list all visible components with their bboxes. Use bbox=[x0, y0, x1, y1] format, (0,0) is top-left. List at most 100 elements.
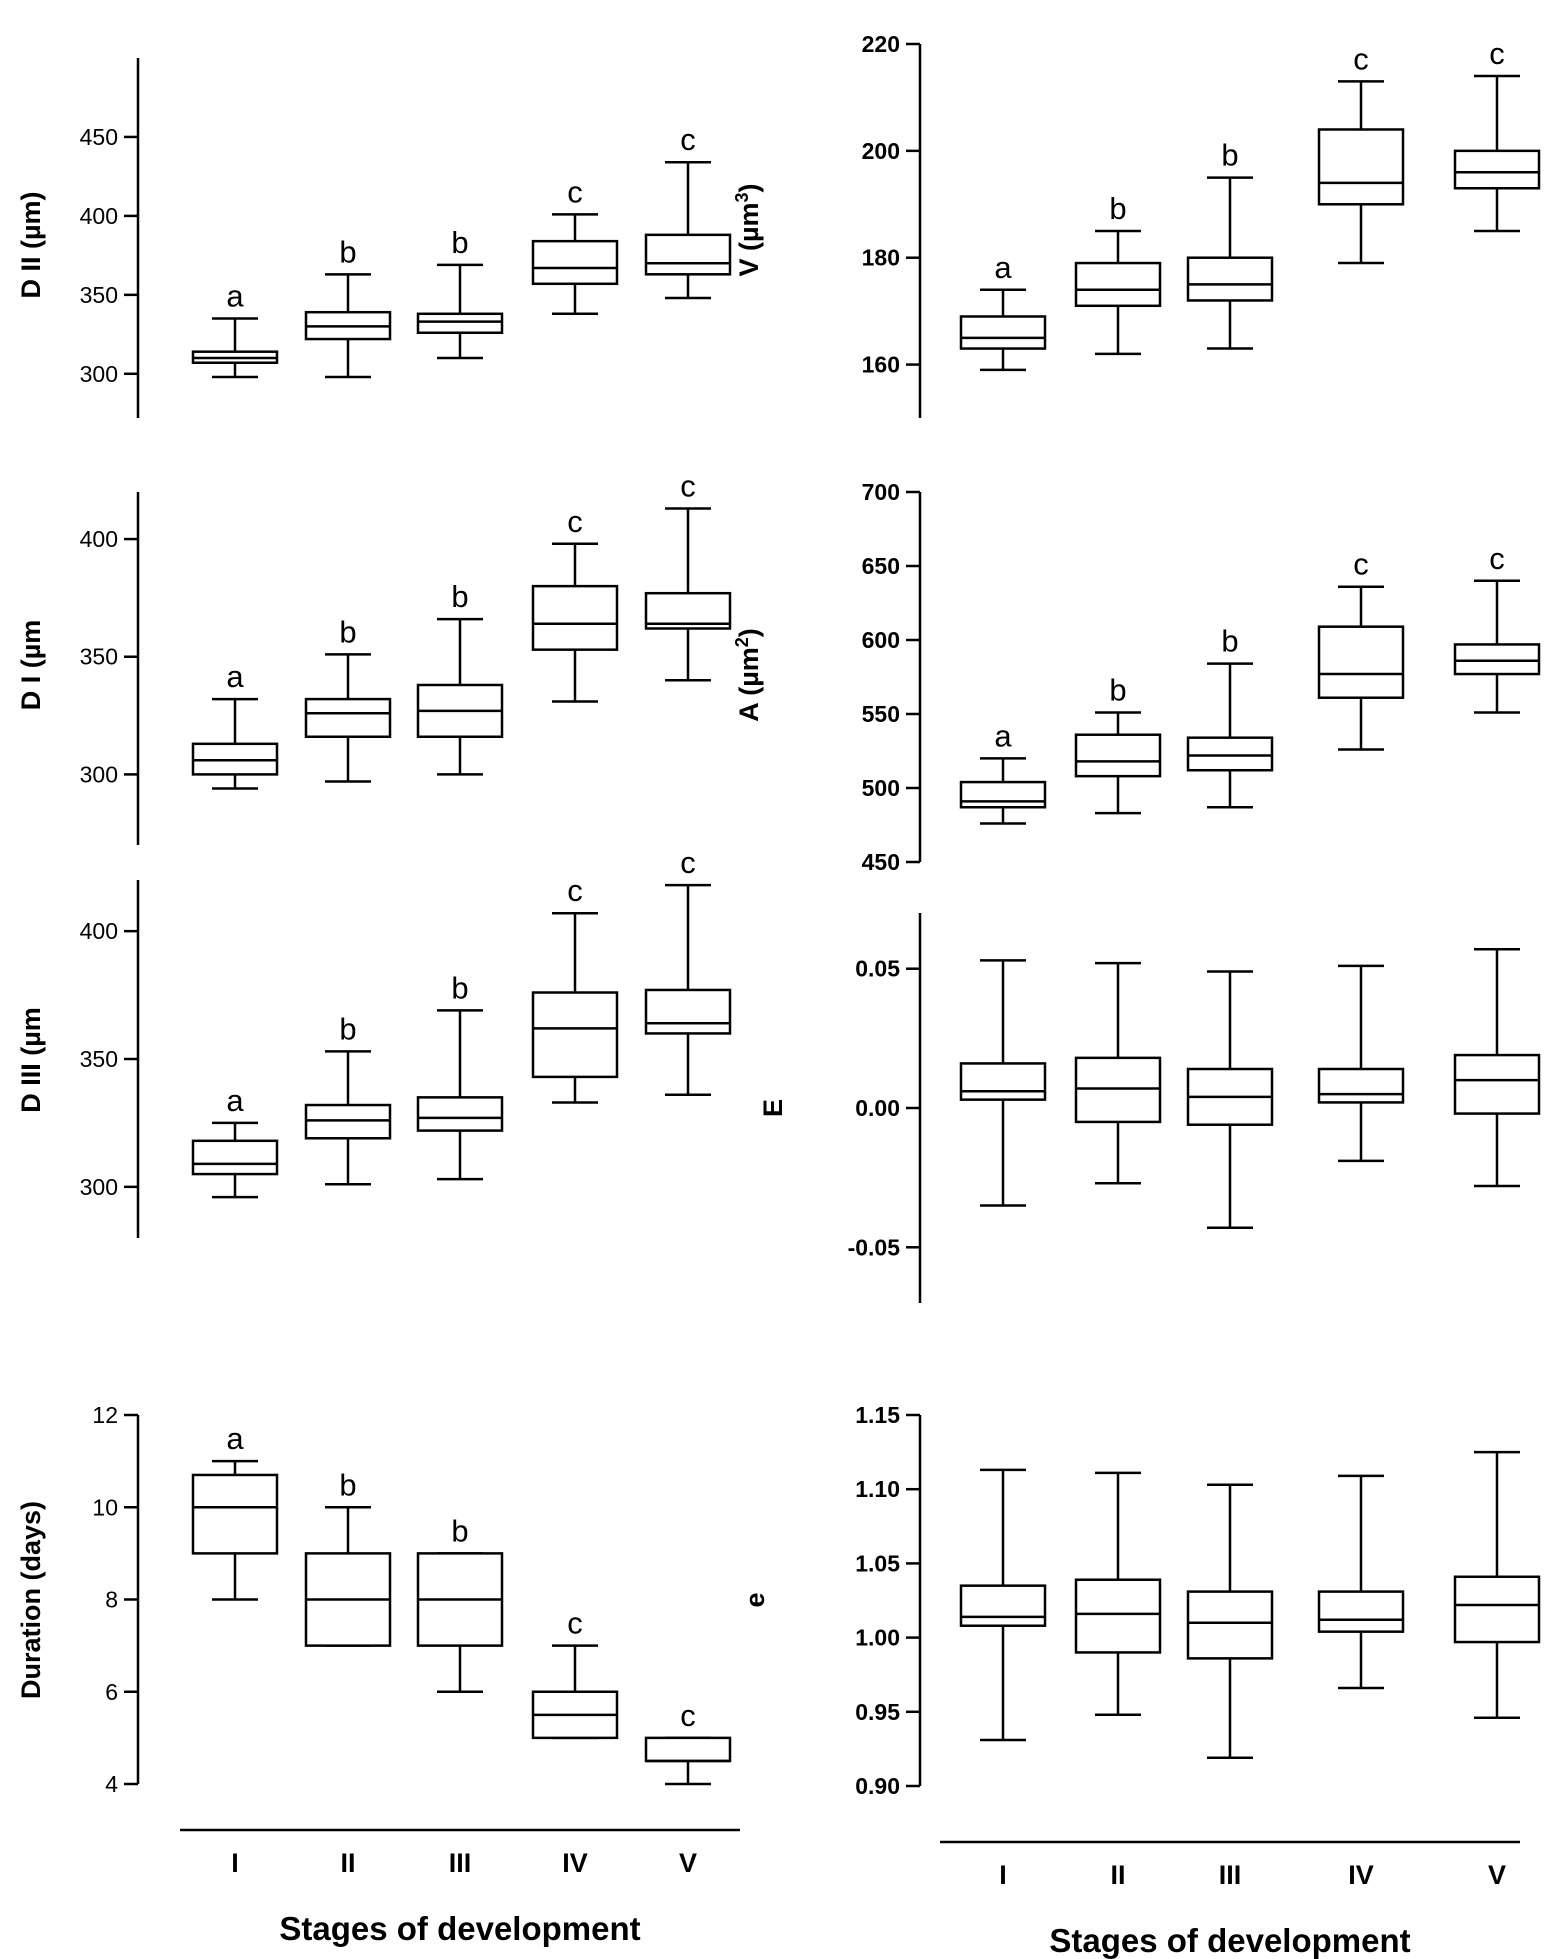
significance-letter: b bbox=[1221, 624, 1238, 659]
iqr-box bbox=[1453, 149, 1541, 190]
y-axis-title: e bbox=[740, 1592, 770, 1607]
significance-letter: c bbox=[1489, 541, 1505, 576]
box-III: b bbox=[1186, 138, 1274, 350]
y-tick-label: 0.00 bbox=[855, 1095, 900, 1121]
significance-letter: b bbox=[451, 579, 468, 614]
significance-letter: c bbox=[680, 1698, 696, 1733]
iqr-box bbox=[959, 780, 1047, 809]
panel-volume: 160 180 200 220 V (µm3) a b b c c bbox=[732, 31, 1541, 418]
x-tick-label: V bbox=[679, 1848, 697, 1878]
x-tick-label: IV bbox=[562, 1848, 588, 1878]
box-II: b bbox=[1074, 673, 1162, 815]
y-axis-title: D III (µm bbox=[16, 1007, 46, 1113]
iqr-box bbox=[191, 1139, 279, 1176]
y-tick-label: 300 bbox=[80, 761, 118, 787]
iqr-box bbox=[416, 1096, 504, 1132]
box-IV: c bbox=[1317, 547, 1405, 751]
iqr-box bbox=[644, 988, 732, 1035]
y-tick-label: 6 bbox=[105, 1679, 118, 1705]
x-tick-label: I bbox=[999, 1860, 1007, 1890]
iqr-box bbox=[416, 312, 504, 334]
y-tick-label: 450 bbox=[862, 849, 900, 875]
box-I: a bbox=[191, 279, 279, 379]
iqr-box bbox=[644, 1736, 732, 1763]
y-tick-label: 12 bbox=[92, 1402, 118, 1428]
box-V: c bbox=[644, 122, 732, 300]
box-III: b bbox=[416, 970, 504, 1181]
iqr-box bbox=[959, 315, 1047, 350]
y-tick-label: 400 bbox=[80, 526, 118, 552]
box-II bbox=[1074, 1471, 1162, 1717]
y-tick-label: 500 bbox=[862, 775, 900, 801]
box-I bbox=[959, 959, 1047, 1207]
box-III: b bbox=[416, 579, 504, 776]
iqr-box bbox=[304, 697, 392, 738]
panel-dii: 300 350 400 450 D II (µm) a b b c c bbox=[16, 58, 732, 418]
y-axis-title: Duration (days) bbox=[16, 1501, 46, 1699]
box-III: b bbox=[1186, 624, 1274, 809]
box-IV: c bbox=[531, 504, 619, 703]
y-tick-label: 600 bbox=[862, 627, 900, 653]
box-IV bbox=[1317, 964, 1405, 1163]
box-III bbox=[1186, 970, 1274, 1230]
box-IV: c bbox=[531, 1606, 619, 1740]
x-tick-label: II bbox=[1110, 1860, 1125, 1890]
iqr-box bbox=[1453, 1053, 1541, 1115]
iqr-box bbox=[531, 584, 619, 651]
y-tick-label: 400 bbox=[80, 918, 118, 944]
iqr-box bbox=[1186, 736, 1274, 772]
y-tick-label: 10 bbox=[92, 1494, 118, 1520]
significance-letter: b bbox=[339, 234, 356, 269]
y-tick-label: -0.05 bbox=[848, 1234, 901, 1260]
y-tick-label: 180 bbox=[862, 245, 900, 271]
box-II: b bbox=[304, 234, 392, 379]
significance-letter: b bbox=[339, 614, 356, 649]
significance-letter: b bbox=[1109, 191, 1126, 226]
x-tick-label: III bbox=[1219, 1860, 1242, 1890]
y-tick-label: 300 bbox=[80, 1174, 118, 1200]
panel-area: 450 500 550 600 650 700 A (µm2) a b b c c bbox=[732, 479, 1541, 875]
y-tick-label: 1.05 bbox=[855, 1550, 900, 1576]
box-II: b bbox=[304, 1011, 392, 1186]
x-tick-label: I bbox=[231, 1848, 239, 1878]
iqr-box bbox=[1453, 643, 1541, 676]
iqr-box bbox=[191, 1473, 279, 1555]
iqr-box bbox=[1317, 625, 1405, 699]
iqr-box bbox=[531, 239, 619, 286]
iqr-box bbox=[959, 1062, 1047, 1101]
box-V bbox=[1453, 1450, 1541, 1719]
box-II bbox=[1074, 961, 1162, 1185]
significance-letter: b bbox=[339, 1467, 356, 1502]
y-tick-label: 8 bbox=[105, 1587, 118, 1613]
panel-di: 300 350 400 D I (µm a b b c c bbox=[16, 468, 732, 845]
box-III: b bbox=[416, 225, 504, 360]
iqr-box bbox=[1074, 1056, 1162, 1124]
significance-letter: c bbox=[680, 122, 696, 157]
box-V bbox=[1453, 947, 1541, 1188]
box-IV: c bbox=[531, 174, 619, 316]
significance-letter: a bbox=[226, 279, 244, 314]
y-tick-label: 160 bbox=[862, 352, 900, 378]
box-II: b bbox=[1074, 191, 1162, 356]
iqr-box bbox=[1074, 261, 1162, 308]
significance-letter: b bbox=[451, 225, 468, 260]
significance-letter: c bbox=[567, 873, 583, 908]
iqr-box bbox=[1074, 1578, 1162, 1654]
box-I bbox=[959, 1468, 1047, 1742]
y-axis-title: D II (µm) bbox=[16, 191, 46, 298]
box-IV: c bbox=[1317, 41, 1405, 265]
iqr-box bbox=[1186, 1590, 1274, 1660]
panel-diii: 300 350 400 D III (µm a b b c c bbox=[16, 845, 732, 1238]
box-I: a bbox=[959, 718, 1047, 825]
y-tick-label: 220 bbox=[862, 31, 900, 57]
y-axis-title: E bbox=[758, 1099, 788, 1117]
y-tick-label: 4 bbox=[105, 1771, 118, 1797]
significance-letter: a bbox=[226, 659, 244, 694]
significance-letter: a bbox=[226, 1083, 244, 1118]
significance-letter: b bbox=[1221, 138, 1238, 173]
iqr-box bbox=[1317, 128, 1405, 206]
y-tick-label: 1.10 bbox=[855, 1476, 900, 1502]
x-tick-label: II bbox=[340, 1848, 355, 1878]
y-tick-label: 650 bbox=[862, 553, 900, 579]
